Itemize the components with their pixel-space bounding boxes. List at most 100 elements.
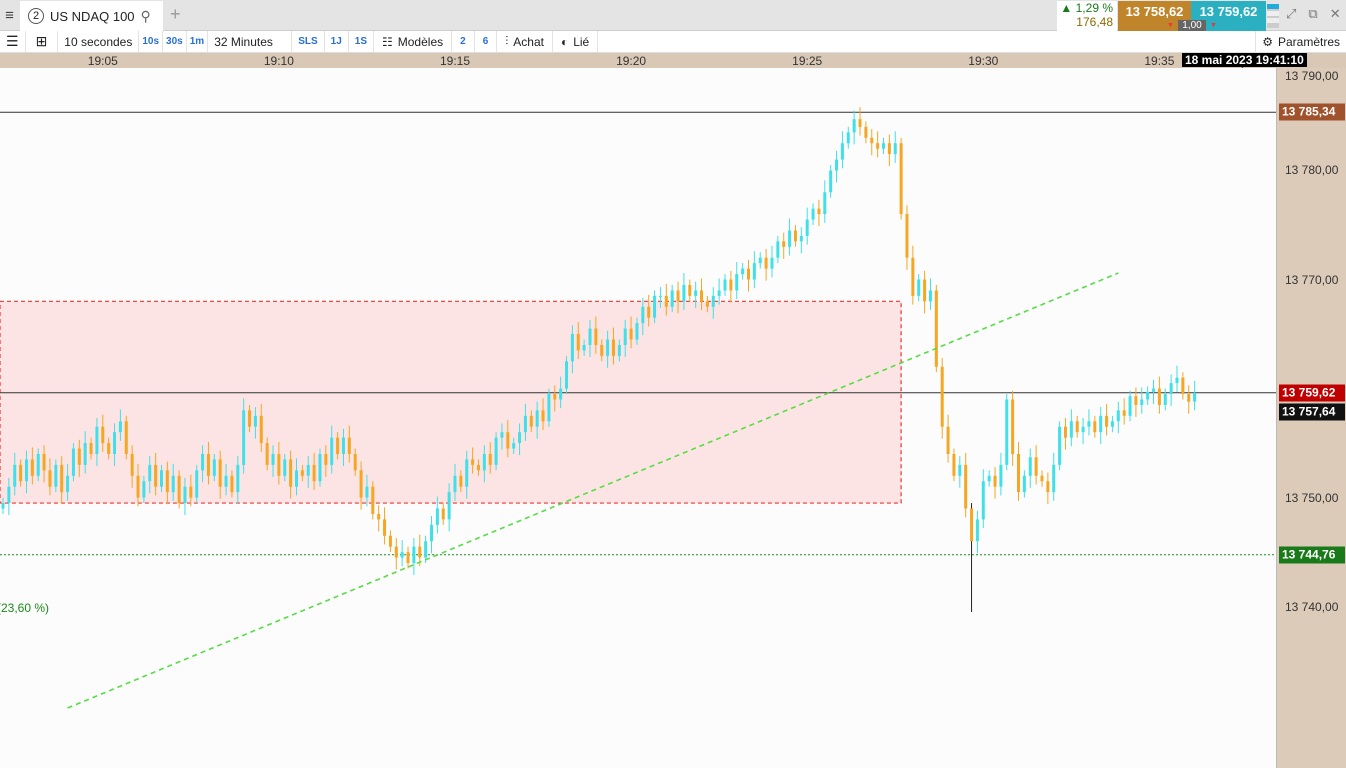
price-chart[interactable] xyxy=(0,68,1276,768)
spread-badge: 1,00 xyxy=(1178,20,1206,31)
candle-body xyxy=(1134,396,1138,405)
candle-body xyxy=(248,410,252,427)
candle-body xyxy=(893,143,897,155)
candle-body xyxy=(770,257,774,269)
candle-body xyxy=(694,290,698,296)
candle-body xyxy=(752,263,756,280)
candle-body xyxy=(48,470,52,487)
models-button[interactable]: ☷ Modèles xyxy=(374,30,453,53)
candle-body xyxy=(283,459,287,476)
candle-body xyxy=(664,295,668,307)
candle-body xyxy=(236,464,240,493)
candle-body xyxy=(336,437,340,454)
layout-icon[interactable] xyxy=(1267,4,1279,28)
layout-grid-icon[interactable]: ⊞ xyxy=(26,30,59,53)
candle-body xyxy=(905,214,909,258)
toolbar: ☰ ⊞ 10 secondes 10s 30s 1m 32 Minutes SL… xyxy=(0,30,1346,53)
interval-30s[interactable]: 30s xyxy=(163,30,187,53)
popout-icon[interactable]: ⧉ xyxy=(1308,6,1318,21)
candle-body xyxy=(412,546,416,564)
buy-button[interactable]: ⫶ Achat xyxy=(497,30,553,53)
candle-body xyxy=(306,464,310,476)
price-tag: 13 785,34 xyxy=(1279,103,1345,121)
expand-icon[interactable]: ⤢ xyxy=(1286,6,1297,21)
hamburger-icon[interactable]: ≡ xyxy=(5,7,14,24)
instrument-name: US NDAQ 100 xyxy=(50,8,135,24)
candle-body xyxy=(488,453,492,465)
candle-body xyxy=(887,143,891,155)
candle-body xyxy=(424,541,428,558)
price-tag: 13 744,76 xyxy=(1279,546,1345,564)
close-icon[interactable]: ✕ xyxy=(1329,6,1341,21)
settings-button[interactable]: ⚙ Paramètres xyxy=(1255,30,1346,53)
interval-select[interactable]: 10 secondes xyxy=(58,30,140,53)
interval-10s[interactable]: 10s xyxy=(139,30,164,53)
candle-body xyxy=(970,508,974,542)
candle-body xyxy=(365,486,369,498)
candle-body xyxy=(529,415,533,427)
candle-body xyxy=(1187,394,1191,402)
range-1j[interactable]: 1J xyxy=(325,30,349,53)
candle-body xyxy=(852,119,856,133)
candle-body xyxy=(999,464,1003,487)
candle-body xyxy=(940,366,944,427)
candle-body xyxy=(377,513,381,520)
candle-body xyxy=(400,552,404,558)
price-tick-label: 13 780,00 xyxy=(1285,163,1339,178)
candle-body xyxy=(1046,481,1050,493)
candle-body xyxy=(201,453,205,471)
tab-instrument[interactable]: 2 US NDAQ 100 ⚲ xyxy=(20,1,163,31)
time-tick-label: 19:10 xyxy=(263,54,294,68)
price-axis[interactable]: 13 790,00 13 780,00 13 770,00 13 750,00 13 7… xyxy=(1276,68,1346,768)
candle-body xyxy=(899,143,903,215)
candle-body xyxy=(312,464,316,482)
range-1s[interactable]: 1S xyxy=(349,30,374,53)
duration-select[interactable]: 32 Minutes xyxy=(208,30,293,53)
candle-body xyxy=(95,426,99,454)
candle-body xyxy=(230,475,234,493)
candle-body xyxy=(118,421,122,433)
sell-price-button[interactable]: 13 758,62 xyxy=(1118,1,1191,31)
count-2[interactable]: 2 xyxy=(452,30,475,53)
plus-icon[interactable]: + xyxy=(170,4,181,24)
list-icon[interactable]: ☰ xyxy=(0,30,26,53)
candle-body xyxy=(500,432,504,438)
interval-1m[interactable]: 1m xyxy=(187,30,209,53)
linked-button[interactable]: ◐ Lié xyxy=(553,30,599,53)
candle-body xyxy=(459,475,463,487)
range-sls[interactable]: SLS xyxy=(292,30,325,53)
candle-body xyxy=(447,492,451,520)
sliders-icon: ☷ xyxy=(382,34,393,49)
candle-body xyxy=(735,274,739,291)
trend-line xyxy=(67,272,1119,709)
candle-body xyxy=(647,306,651,318)
change-pct: ▲ 1,29 % xyxy=(1060,1,1113,15)
down-arrow-icon: ▼ xyxy=(1167,22,1174,29)
candle-body xyxy=(54,464,58,487)
time-tick-label: 19:30 xyxy=(968,54,999,68)
candle-body xyxy=(523,415,527,433)
candle-body xyxy=(277,453,281,476)
candle-body xyxy=(682,284,686,302)
candle-body xyxy=(1099,415,1103,433)
search-icon[interactable]: ⚲ xyxy=(140,7,151,24)
count-6[interactable]: 6 xyxy=(475,30,498,53)
candle-body xyxy=(330,437,334,465)
time-tick-label: 19:35 xyxy=(1144,54,1175,68)
price-tick-label: 13 790,00 xyxy=(1285,69,1339,83)
candle-body xyxy=(359,470,363,498)
candle-body xyxy=(1028,457,1032,476)
candle-body xyxy=(371,486,375,514)
candle-body xyxy=(799,235,803,242)
candle-body xyxy=(347,437,351,454)
candle-body xyxy=(353,453,357,471)
time-axis[interactable]: 19:05 19:10 19:15 19:20 19:25 19:30 19:35 xyxy=(0,53,1346,68)
candle-body xyxy=(453,475,457,493)
link-icon: ◐ xyxy=(560,34,569,49)
candle-body xyxy=(1122,410,1126,416)
candle-body xyxy=(130,453,134,476)
fib-level-label: (23,60 %) xyxy=(0,601,50,615)
candle-body xyxy=(1169,383,1173,395)
candle-body xyxy=(606,339,610,356)
candle-body xyxy=(189,486,193,498)
